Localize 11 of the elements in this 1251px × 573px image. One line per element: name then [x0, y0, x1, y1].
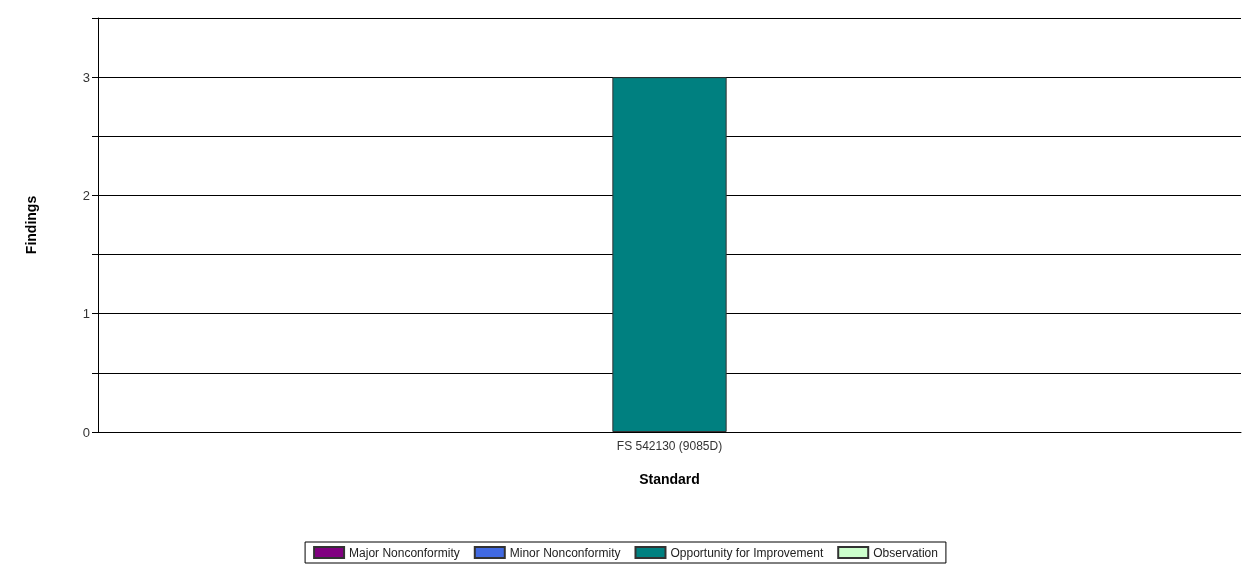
legend-label: Observation [873, 545, 938, 560]
y-axis-title: Findings [23, 195, 39, 255]
y-tick-label: 2 [82, 187, 90, 203]
legend-label: Major Nonconformity [349, 545, 460, 560]
x-axis-title: Standard [639, 471, 700, 487]
legend-label: Opportunity for Improvement [670, 545, 824, 560]
y-tick-label: 3 [82, 69, 90, 85]
y-tick-label: 1 [82, 306, 90, 322]
y-tick-label: 0 [82, 424, 90, 440]
legend-label: Minor Nonconformity [509, 545, 621, 560]
x-tick-label: FS 542130 (9085D) [616, 439, 723, 453]
